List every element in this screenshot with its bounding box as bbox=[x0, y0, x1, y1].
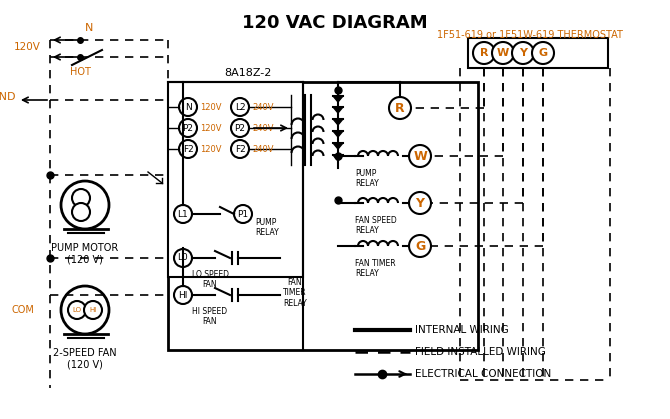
Text: GND: GND bbox=[0, 92, 16, 102]
Circle shape bbox=[231, 98, 249, 116]
Circle shape bbox=[512, 42, 534, 64]
Text: R: R bbox=[395, 101, 405, 114]
Text: L1: L1 bbox=[178, 210, 188, 218]
Bar bbox=[168, 82, 303, 277]
Text: HI SPEED
FAN: HI SPEED FAN bbox=[192, 307, 228, 326]
Circle shape bbox=[473, 42, 495, 64]
Polygon shape bbox=[333, 96, 343, 102]
Polygon shape bbox=[333, 143, 343, 149]
Text: 240V: 240V bbox=[252, 103, 273, 111]
Text: P2: P2 bbox=[234, 124, 245, 132]
Text: 120 VAC DIAGRAM: 120 VAC DIAGRAM bbox=[242, 14, 428, 32]
Circle shape bbox=[174, 205, 192, 223]
Text: L0: L0 bbox=[178, 253, 188, 262]
Text: N: N bbox=[185, 103, 192, 111]
Text: W: W bbox=[497, 48, 509, 58]
Circle shape bbox=[532, 42, 554, 64]
Text: PUMP
RELAY: PUMP RELAY bbox=[355, 169, 379, 189]
Circle shape bbox=[409, 192, 431, 214]
Bar bbox=[168, 82, 478, 350]
Circle shape bbox=[179, 98, 197, 116]
Text: 120V: 120V bbox=[200, 124, 222, 132]
Circle shape bbox=[72, 189, 90, 207]
Circle shape bbox=[174, 286, 192, 304]
Circle shape bbox=[72, 203, 90, 221]
Circle shape bbox=[389, 97, 411, 119]
Text: 120V: 120V bbox=[200, 145, 222, 153]
Text: ELECTRICAL CONNECTION: ELECTRICAL CONNECTION bbox=[415, 369, 551, 379]
Circle shape bbox=[234, 205, 252, 223]
Circle shape bbox=[61, 181, 109, 229]
Text: W: W bbox=[413, 150, 427, 163]
Text: 120V: 120V bbox=[14, 42, 41, 52]
Bar bbox=[468, 38, 608, 68]
Text: HOT: HOT bbox=[70, 67, 90, 77]
Circle shape bbox=[61, 286, 109, 334]
Text: R: R bbox=[480, 48, 488, 58]
Text: INTERNAL WIRING: INTERNAL WIRING bbox=[415, 325, 509, 335]
Text: F2: F2 bbox=[234, 145, 245, 153]
Text: G: G bbox=[415, 240, 425, 253]
Text: G: G bbox=[539, 48, 547, 58]
Text: Y: Y bbox=[519, 48, 527, 58]
Text: FAN TIMER
RELAY: FAN TIMER RELAY bbox=[355, 259, 395, 278]
Polygon shape bbox=[333, 131, 343, 137]
Text: P1: P1 bbox=[237, 210, 249, 218]
Text: PUMP MOTOR
(120 V): PUMP MOTOR (120 V) bbox=[52, 243, 119, 265]
Text: FAN
TIMER
RELAY: FAN TIMER RELAY bbox=[283, 278, 307, 308]
Text: LO SPEED
FAN: LO SPEED FAN bbox=[192, 270, 228, 290]
Text: F2: F2 bbox=[183, 145, 194, 153]
Text: 240V: 240V bbox=[252, 145, 273, 153]
Text: 1F51-619 or 1F51W-619 THERMOSTAT: 1F51-619 or 1F51W-619 THERMOSTAT bbox=[437, 30, 623, 40]
Circle shape bbox=[231, 140, 249, 158]
Text: HI: HI bbox=[89, 307, 96, 313]
Text: HI: HI bbox=[178, 290, 188, 300]
Text: L2: L2 bbox=[234, 103, 245, 111]
Polygon shape bbox=[333, 107, 343, 113]
Circle shape bbox=[179, 119, 197, 137]
Circle shape bbox=[174, 249, 192, 267]
Text: Y: Y bbox=[415, 197, 425, 210]
Circle shape bbox=[409, 235, 431, 257]
Text: FIELD INSTALLED WIRING: FIELD INSTALLED WIRING bbox=[415, 347, 546, 357]
Text: N: N bbox=[85, 23, 93, 33]
Text: P2: P2 bbox=[182, 124, 194, 132]
Text: LO: LO bbox=[72, 307, 82, 313]
Circle shape bbox=[231, 119, 249, 137]
Text: 2-SPEED FAN
(120 V): 2-SPEED FAN (120 V) bbox=[53, 348, 117, 370]
Text: 240V: 240V bbox=[252, 124, 273, 132]
Circle shape bbox=[68, 301, 86, 319]
Text: COM: COM bbox=[11, 305, 34, 315]
Text: PUMP
RELAY: PUMP RELAY bbox=[255, 218, 279, 238]
Text: 120V: 120V bbox=[200, 103, 222, 111]
Polygon shape bbox=[333, 155, 343, 161]
Circle shape bbox=[179, 140, 197, 158]
Text: FAN SPEED
RELAY: FAN SPEED RELAY bbox=[355, 216, 397, 235]
Circle shape bbox=[409, 145, 431, 167]
Polygon shape bbox=[333, 119, 343, 125]
Circle shape bbox=[84, 301, 102, 319]
Text: 8A18Z-2: 8A18Z-2 bbox=[224, 68, 272, 78]
Circle shape bbox=[492, 42, 514, 64]
